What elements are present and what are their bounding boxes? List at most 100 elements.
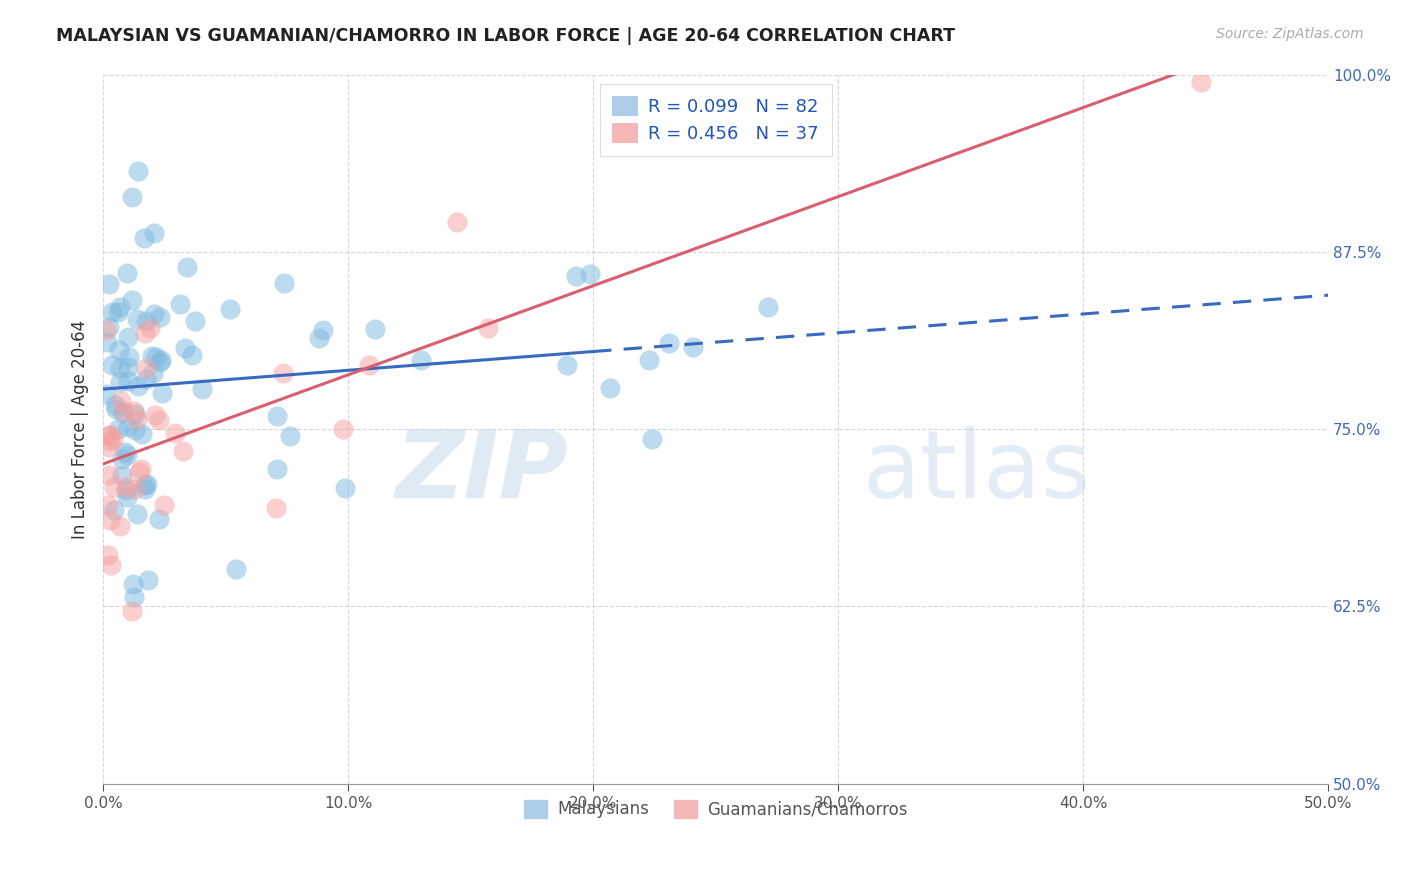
Point [108, 361, 131, 376]
Point [308, 331, 330, 345]
Point [125, 507, 148, 521]
Point [148, 413, 170, 427]
Point [122, 404, 145, 418]
Point [110, 375, 132, 389]
Point [100, 427, 122, 442]
Text: atlas: atlas [863, 425, 1091, 517]
Point [143, 226, 166, 240]
Point [117, 448, 139, 462]
Point [1189, 74, 1212, 88]
Point [364, 322, 387, 336]
Point [359, 359, 381, 373]
Point [117, 374, 139, 388]
Point [141, 349, 163, 363]
Point [273, 276, 295, 290]
Point [150, 385, 173, 400]
Point [124, 424, 146, 438]
Point [104, 402, 127, 417]
Point [103, 503, 125, 517]
Point [148, 511, 170, 525]
Point [332, 422, 354, 436]
Point [107, 422, 129, 436]
Point [122, 577, 145, 591]
Point [128, 465, 150, 479]
Point [117, 360, 139, 375]
Text: MALAYSIAN VS GUAMANIAN/CHAMORRO IN LABOR FORCE | AGE 20-64 CORRELATION CHART: MALAYSIAN VS GUAMANIAN/CHAMORRO IN LABOR… [56, 27, 955, 45]
Point [555, 359, 578, 373]
Point [565, 268, 588, 283]
Point [97, 277, 120, 291]
Point [110, 394, 132, 409]
Point [97, 499, 120, 513]
Point [94, 386, 117, 401]
Point [180, 348, 202, 362]
Point [114, 445, 136, 459]
Point [94, 323, 117, 337]
Point [135, 361, 157, 376]
Point [477, 321, 499, 335]
Point [96, 334, 118, 349]
Point [125, 312, 148, 326]
Point [121, 293, 143, 308]
Point [100, 558, 122, 573]
Point [121, 604, 143, 618]
Point [97, 548, 120, 562]
Point [108, 343, 131, 358]
Point [682, 340, 704, 354]
Point [176, 260, 198, 274]
Point [163, 425, 186, 440]
Point [184, 314, 207, 328]
Point [142, 307, 165, 321]
Point [115, 479, 138, 493]
Point [638, 352, 661, 367]
Point [149, 310, 172, 325]
Point [117, 330, 139, 344]
Point [117, 420, 139, 434]
Point [219, 302, 242, 317]
Point [333, 481, 356, 495]
Point [136, 476, 159, 491]
Point [640, 432, 662, 446]
Point [131, 426, 153, 441]
Point [191, 382, 214, 396]
Point [103, 433, 125, 447]
Point [114, 483, 136, 498]
Point [139, 320, 162, 334]
Point [103, 480, 125, 494]
Point [115, 266, 138, 280]
Point [127, 164, 149, 178]
Point [145, 350, 167, 364]
Point [756, 300, 779, 314]
Point [136, 573, 159, 587]
Point [124, 482, 146, 496]
Point [97, 428, 120, 442]
Point [98, 468, 121, 483]
Point [117, 350, 139, 364]
Point [446, 215, 468, 229]
Point [127, 412, 149, 426]
Point [107, 304, 129, 318]
Point [153, 499, 176, 513]
Point [312, 323, 335, 337]
Point [124, 407, 146, 421]
Point [129, 462, 152, 476]
Point [97, 440, 120, 454]
Point [172, 444, 194, 458]
Point [599, 381, 621, 395]
Text: Source: ZipAtlas.com: Source: ZipAtlas.com [1216, 27, 1364, 41]
Point [145, 408, 167, 422]
Point [111, 467, 134, 482]
Point [127, 379, 149, 393]
Point [122, 591, 145, 605]
Point [135, 372, 157, 386]
Text: ZIP: ZIP [395, 425, 568, 517]
Point [266, 462, 288, 476]
Point [132, 231, 155, 245]
Point [225, 562, 247, 576]
Point [98, 513, 121, 527]
Point [135, 314, 157, 328]
Point [658, 336, 681, 351]
Point [108, 301, 131, 315]
Point [142, 366, 165, 380]
Point [103, 398, 125, 412]
